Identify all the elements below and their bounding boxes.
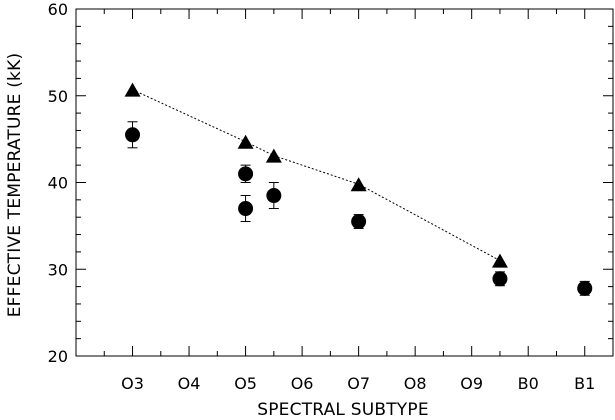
x-tick-label: B0 bbox=[518, 374, 539, 393]
y-tick-label: 60 bbox=[48, 0, 68, 19]
x-tick-label: O3 bbox=[121, 374, 144, 393]
y-tick-label: 50 bbox=[48, 87, 68, 106]
plot-area: 20 30 40 50 60 O3 O4 O5 O6 O7 O8 O9 B0 B1 bbox=[48, 0, 614, 393]
triangle-point bbox=[237, 134, 254, 149]
triangle-point bbox=[350, 177, 367, 192]
x-tick-label: B1 bbox=[574, 374, 595, 393]
circle-point bbox=[238, 201, 254, 217]
x-tick-label: O4 bbox=[178, 374, 201, 393]
x-tick-label: O6 bbox=[291, 374, 314, 393]
circle-point bbox=[238, 166, 254, 182]
triangle-point bbox=[491, 253, 508, 268]
triangle-point bbox=[265, 148, 282, 163]
x-tick-label: O5 bbox=[234, 374, 257, 393]
series-line bbox=[132, 89, 501, 262]
circle-point bbox=[492, 271, 508, 287]
y-axis-label: EFFECTIVE TEMPERATURE (kK) bbox=[5, 53, 25, 318]
y-tick-label: 30 bbox=[48, 260, 68, 279]
y-tick-label: 40 bbox=[48, 174, 68, 193]
y-tick-label: 20 bbox=[48, 347, 68, 366]
x-tick-label: O8 bbox=[404, 374, 427, 393]
plot-frame bbox=[75, 8, 614, 357]
x-axis-label: SPECTRAL SUBTYPE bbox=[257, 400, 429, 420]
triangle-point bbox=[124, 82, 141, 97]
circle-point bbox=[577, 280, 593, 296]
circle-point bbox=[266, 188, 282, 204]
circle-point bbox=[351, 214, 367, 230]
circle-point bbox=[125, 127, 141, 143]
x-tick-label: O7 bbox=[347, 374, 370, 393]
x-tick-label: O9 bbox=[460, 374, 483, 393]
